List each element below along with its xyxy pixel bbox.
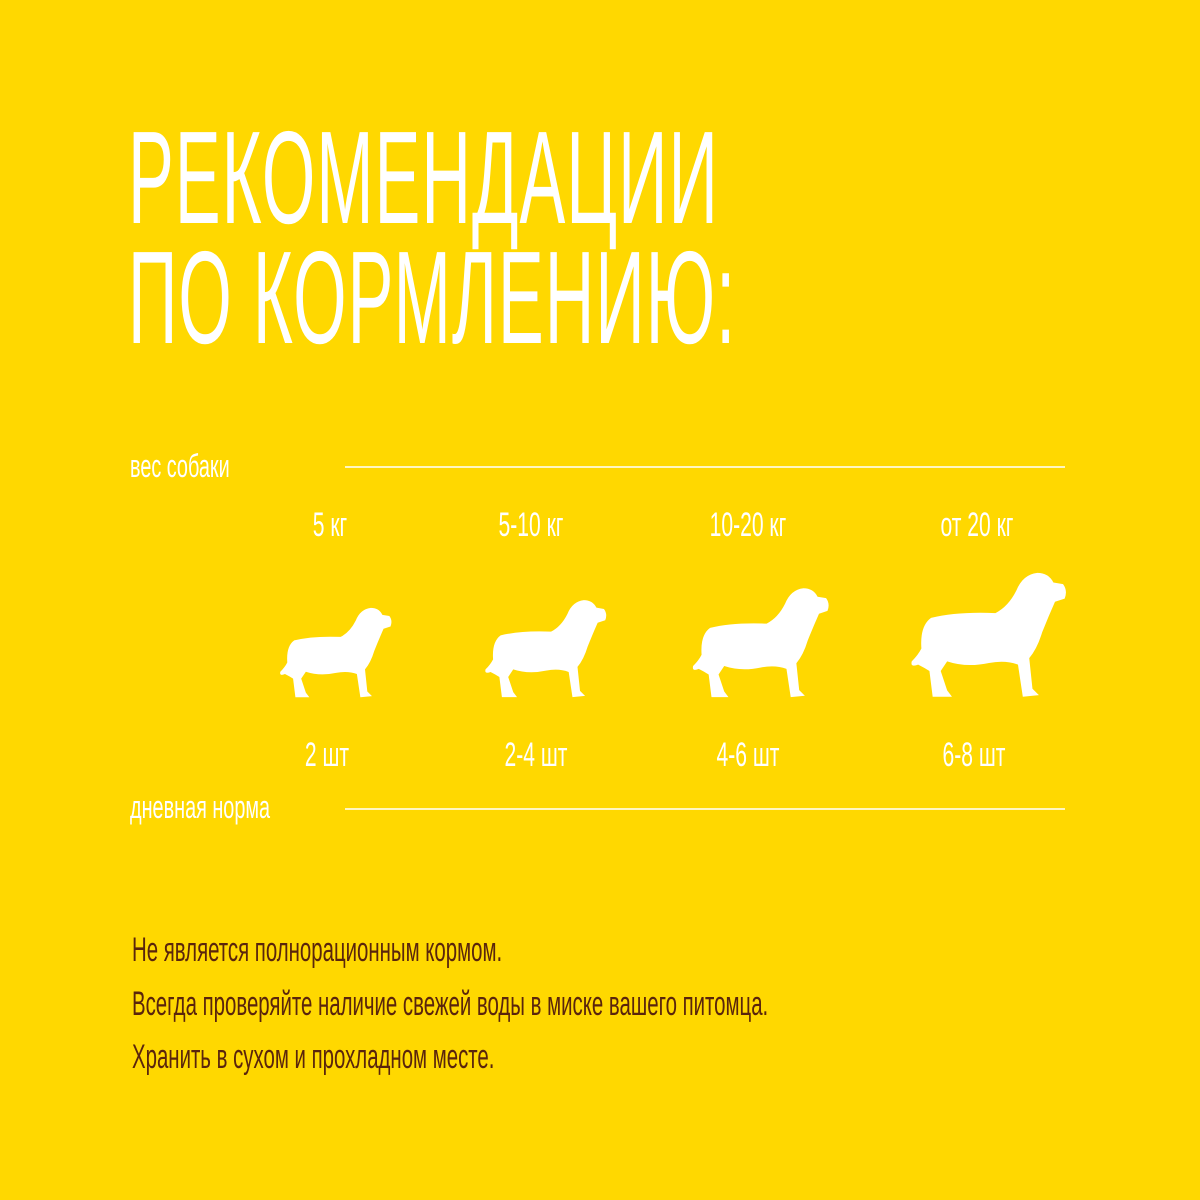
title-line-1: РЕКОМЕНДАЦИИ <box>128 104 719 251</box>
title-line-2: ПО КОРМЛЕНИЮ: <box>128 224 737 371</box>
weight-value: 5 кг <box>312 506 348 544</box>
norm-divider <box>345 808 1065 810</box>
norm-label: дневная норма <box>130 789 271 825</box>
amount-value: 6-8 шт <box>942 736 1006 774</box>
weight-value: 10-20 кг <box>709 506 787 544</box>
weight-value: 5-10 кг <box>498 506 564 544</box>
amount-value: 2 шт <box>304 736 350 774</box>
amount-value: 4-6 шт <box>716 736 780 774</box>
note-line: Всегда проверяйте наличие свежей воды в … <box>132 985 769 1023</box>
weight-value: от 20 кг <box>940 506 1014 544</box>
dog-silhouette-icon <box>280 607 392 698</box>
weight-divider <box>345 466 1065 468</box>
note-line: Не является полнорационным кормом. <box>132 931 503 969</box>
dog-silhouette-icon <box>485 600 607 698</box>
amount-value: 2-4 шт <box>504 736 568 774</box>
weight-label: вес собаки <box>130 448 230 484</box>
dog-silhouette-icon <box>911 572 1066 697</box>
note-line: Хранить в сухом и прохладном месте. <box>132 1038 495 1076</box>
dog-silhouette-icon <box>692 588 829 698</box>
